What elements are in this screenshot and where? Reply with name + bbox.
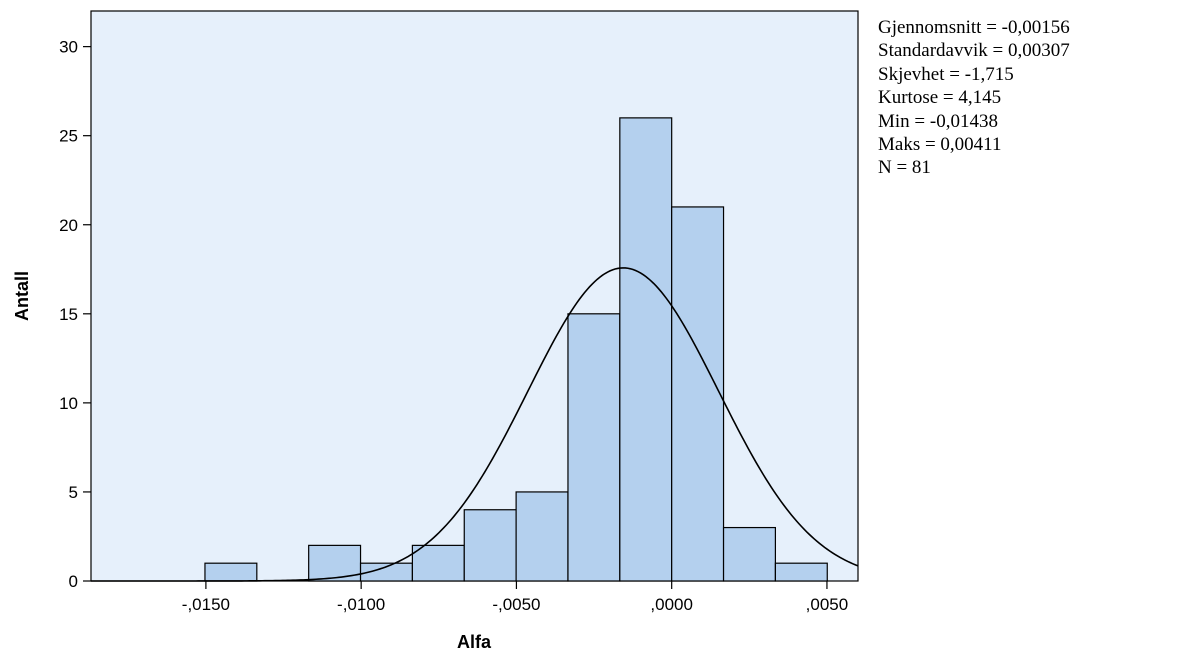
x-tick-label-0: -,0150 [182, 595, 230, 614]
y-axis: 0 5 10 15 20 25 30 [59, 38, 91, 591]
y-tick-label-3: 15 [59, 305, 78, 324]
stat-max: Maks = 0,00411 [878, 134, 1002, 156]
y-tick-label-2: 10 [59, 394, 78, 413]
x-tick-label-2: -,0050 [492, 595, 540, 614]
summary-statistics: Gjennomsnitt = -0,00156 Standardavvik = … [878, 16, 1070, 180]
y-tick-label-0: 0 [69, 572, 78, 591]
y-tick-label-5: 25 [59, 127, 78, 146]
x-tick-label-3: ,0000 [650, 595, 693, 614]
y-axis-title: Antall [12, 271, 32, 321]
histogram-bar-10 [722, 526, 777, 582]
stat-kurtosis: Kurtose = 4,145 [878, 87, 1002, 109]
x-tick-label-1: -,0100 [337, 595, 385, 614]
histogram-bar-4 [411, 544, 465, 582]
y-tick-label-1: 5 [69, 483, 78, 502]
histogram-bar-5 [463, 509, 517, 582]
histogram-bar-6 [515, 491, 569, 582]
histogram-bar-9 [671, 206, 725, 582]
histogram-bar-8 [619, 117, 673, 582]
histogram-bar-7 [567, 313, 621, 582]
histogram-bar-0 [204, 562, 258, 582]
stat-std-dev: Standardavvik = 0,00307 [878, 40, 1070, 62]
x-axis: -,0150 -,0100 -,0050 ,0000 ,0050 [182, 581, 848, 614]
stat-mean: Gjennomsnitt = -0,00156 [878, 17, 1070, 38]
stat-min: Min = -0,01438 [878, 110, 998, 132]
stat-n: N = 81 [878, 157, 931, 179]
stat-skewness: Skjevhet = -1,715 [878, 63, 1014, 85]
plot-area [90, 10, 859, 582]
normal-curve [91, 267, 859, 582]
histogram-bar-11 [774, 562, 828, 582]
histogram-bars [204, 117, 828, 582]
y-tick-label-6: 30 [59, 38, 78, 57]
y-tick-label-4: 20 [59, 216, 78, 235]
x-tick-label-4: ,0050 [806, 595, 849, 614]
x-axis-title: Alfa [457, 632, 492, 652]
